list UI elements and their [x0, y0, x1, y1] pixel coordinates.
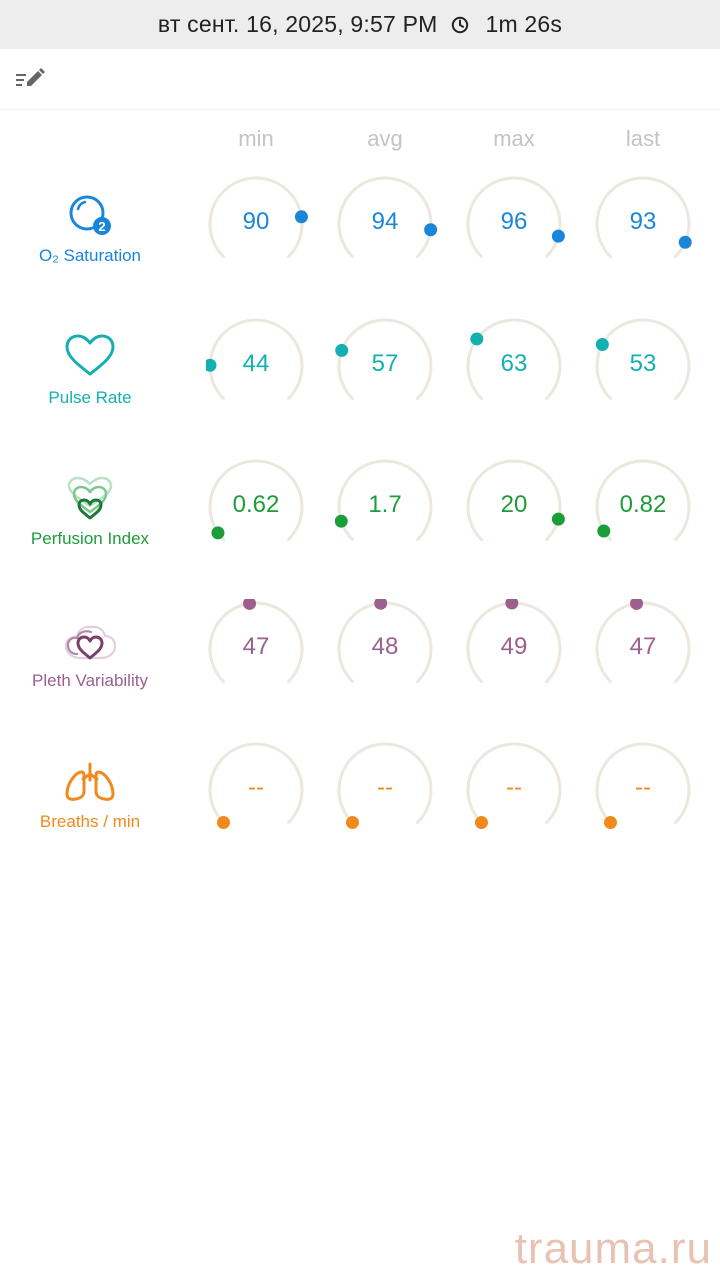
gauge-indicator-dot [294, 210, 308, 224]
gauge-track [208, 742, 304, 825]
gauge-pulse-last: 53 [593, 316, 703, 416]
gauge-pvi-min: 47 [206, 599, 316, 699]
clock-icon [452, 16, 469, 33]
gauge-indicator-dot [216, 816, 230, 830]
gauge-indicator-dot [630, 599, 644, 610]
gauge-track [337, 318, 433, 401]
gauge-track [466, 742, 562, 825]
metric-label-o2: O₂ Saturation [38, 246, 142, 265]
gauge-value: 44 [242, 350, 270, 377]
gauge-value: 63 [500, 350, 528, 377]
gauge-value: 0.62 [232, 491, 280, 518]
gauge-indicator-dot [474, 816, 488, 830]
gauge-value: 53 [629, 350, 657, 377]
metric-label-pi: Perfusion Index [30, 529, 150, 548]
gauge-indicator-dot [551, 512, 565, 526]
metric-label-rr: Breaths / min [39, 812, 141, 831]
gauge-pvi-max: 49 [464, 599, 574, 699]
gauge-pulse-avg: 57 [335, 316, 445, 416]
perfusion-icon [67, 476, 113, 520]
gauge-value: 47 [242, 633, 270, 660]
gauge-value: 0.82 [619, 491, 667, 518]
gauge-o2-avg: 94 [335, 174, 445, 274]
gauge-indicator-dot [424, 223, 438, 237]
gauge-value: -- [506, 774, 522, 801]
column-header-last: last [625, 126, 661, 151]
gauge-track [595, 176, 691, 259]
column-header-avg: avg [367, 126, 403, 151]
gauge-value: 47 [629, 633, 657, 660]
gauge-rr-min: -- [206, 740, 316, 840]
status-bar: вт сент. 16, 2025, 9:57 PM 1m 26s [0, 0, 720, 49]
gauge-value: -- [248, 774, 264, 801]
gauge-value: 90 [242, 208, 270, 235]
svg-text:2: 2 [98, 219, 105, 234]
gauge-indicator-dot [678, 235, 692, 249]
gauge-indicator-dot [345, 816, 359, 830]
gauge-track [466, 176, 562, 259]
gauge-rr-avg: -- [335, 740, 445, 840]
gauge-value: 93 [629, 208, 657, 235]
gauge-o2-last: 93 [593, 174, 703, 274]
lungs-icon [65, 762, 115, 801]
gauge-pi-min: 0.62 [206, 457, 316, 557]
metric-label-pulse: Pulse Rate [48, 388, 132, 407]
gauge-indicator-dot [603, 816, 617, 830]
gauge-track [595, 318, 691, 401]
gauge-indicator-dot [597, 524, 611, 538]
gauge-indicator-dot [335, 514, 348, 528]
o2-icon: 2 [69, 195, 111, 235]
edit-list-icon[interactable] [14, 66, 48, 92]
gauge-o2-min: 90 [206, 174, 316, 274]
gauge-pvi-last: 47 [593, 599, 703, 699]
gauge-track [208, 176, 304, 259]
gauge-value: -- [635, 774, 651, 801]
gauge-value: 1.7 [368, 491, 402, 518]
gauge-track [466, 459, 562, 542]
gauge-pi-avg: 1.7 [335, 457, 445, 557]
gauge-track [208, 459, 304, 542]
gauge-pvi-avg: 48 [335, 599, 445, 699]
watermark: trauma.ru [514, 1224, 712, 1273]
gauge-rr-max: -- [464, 740, 574, 840]
pleth-icon [64, 625, 117, 660]
gauge-track [595, 459, 691, 542]
gauge-indicator-dot [335, 343, 349, 357]
gauge-track [337, 742, 433, 825]
gauge-pi-last: 0.82 [593, 457, 703, 557]
gauge-indicator-dot [211, 526, 225, 540]
gauge-indicator-dot [243, 599, 257, 610]
gauge-indicator-dot [595, 337, 609, 351]
column-header-max: max [493, 126, 535, 151]
gauge-rr-last: -- [593, 740, 703, 840]
gauge-value: 48 [371, 633, 399, 660]
gauge-track [466, 318, 562, 401]
column-header-min: min [238, 126, 274, 151]
gauge-value: 94 [371, 208, 399, 235]
gauge-indicator-dot [470, 332, 484, 346]
session-datetime: вт сент. 16, 2025, 9:57 PM [157, 11, 438, 37]
gauge-value: 96 [500, 208, 528, 235]
gauge-pi-max: 20 [464, 457, 574, 557]
heart-icon [65, 334, 115, 376]
toolbar [0, 49, 720, 110]
gauge-track [595, 742, 691, 825]
gauge-indicator-dot [374, 599, 388, 610]
gauge-o2-max: 96 [464, 174, 574, 274]
gauge-pulse-max: 63 [464, 316, 574, 416]
gauge-value: -- [377, 774, 393, 801]
gauge-track [337, 459, 433, 542]
gauge-value: 57 [371, 350, 399, 377]
gauge-indicator-dot [206, 358, 217, 372]
gauge-indicator-dot [551, 229, 565, 243]
gauge-indicator-dot [505, 599, 519, 610]
gauge-pulse-min: 44 [206, 316, 316, 416]
gauge-value: 20 [500, 491, 528, 518]
session-duration: 1m 26s [485, 11, 563, 37]
metric-label-pvi: Pleth Variability [32, 671, 148, 690]
gauge-value: 49 [500, 633, 528, 660]
